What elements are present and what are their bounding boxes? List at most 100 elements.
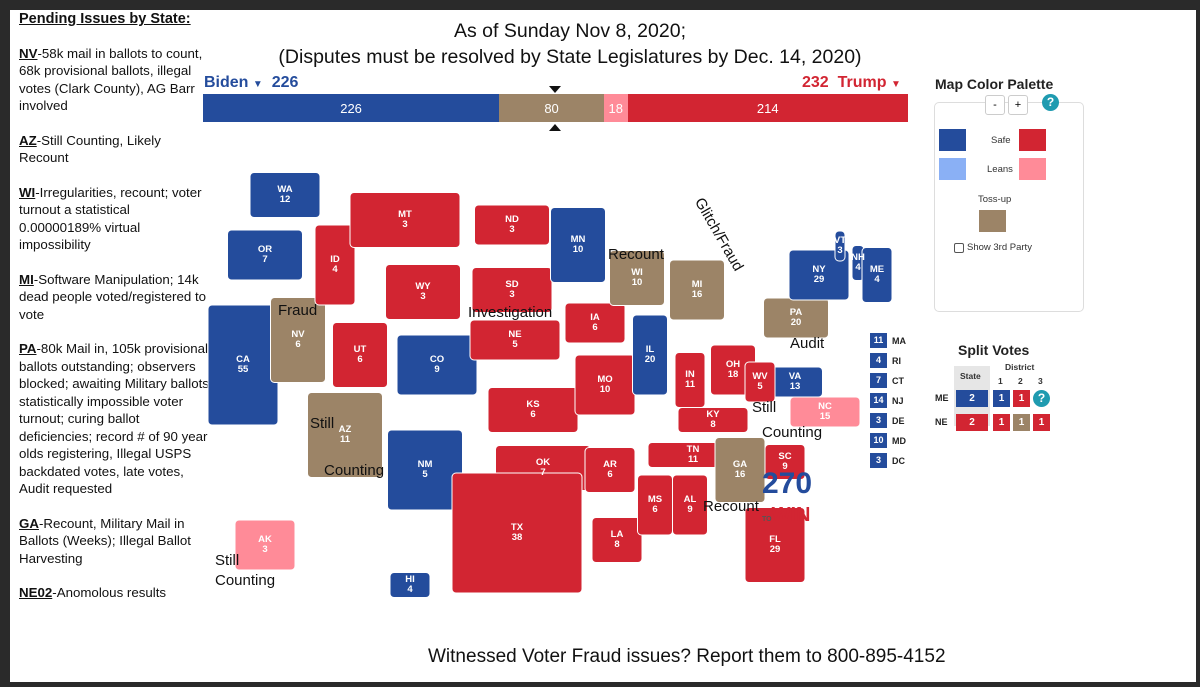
caret-down-icon: ▼ [890,79,901,90]
caret-down-icon: ▼ [252,79,263,90]
split-district[interactable]: 1 [1033,414,1050,431]
lean-rep-swatch[interactable] [1019,158,1046,180]
state-ia[interactable] [564,302,626,344]
state-ne[interactable] [469,319,561,361]
biden-selector[interactable]: Biden ▼ 226 [204,74,298,92]
bar-segment: 226 [203,94,500,122]
state-mn[interactable] [550,207,606,283]
state-hi[interactable] [389,572,431,598]
safe-dem-swatch[interactable] [939,129,966,151]
state-nd[interactable] [474,204,550,246]
state-label: HI 4 [405,574,415,595]
state-label: GA 16 [732,459,748,480]
small-state-md[interactable]: 10 MD [870,433,906,448]
state-id[interactable] [314,224,356,306]
state-label: MN 10 [570,234,586,255]
marker-down-icon [549,86,561,93]
issue-ne02: NE02-Anomolous results [19,585,167,600]
state-nv[interactable] [270,297,326,383]
small-state-de[interactable]: 3 DE [870,413,905,428]
state-la[interactable] [591,517,643,563]
title-line-2: (Disputes must be resolved by State Legi… [278,46,862,68]
state-wi[interactable] [609,250,665,306]
state-label: IL 20 [644,344,656,365]
split-district[interactable]: 1 [993,390,1010,407]
state-ut[interactable] [332,322,388,388]
state-il[interactable] [632,314,668,396]
state-label: AK 3 [258,534,272,555]
state-az[interactable] [307,392,383,478]
state-label: MO 10 [597,374,613,395]
state-nm[interactable] [387,429,463,511]
zoom-out-button[interactable]: - [985,95,1005,115]
show-3rd-party-checkbox[interactable]: Show 3rd Party [954,242,1032,253]
small-state-ri[interactable]: 4 RI [870,353,901,368]
small-state-ma[interactable]: 11 MA [870,333,906,348]
state-me[interactable] [861,247,893,303]
state-label: MT 3 [398,209,412,230]
state-wa[interactable] [249,172,321,218]
state-or[interactable] [227,229,303,281]
trump-selector[interactable]: 232 Trump ▼ [802,74,901,92]
state-label: KY 8 [706,409,720,430]
state-label: NY 29 [812,264,826,285]
state-al[interactable] [672,474,708,536]
state-co[interactable] [396,334,478,396]
state-label: NM 5 [417,459,433,480]
color-palette-panel: - + ? Safe Leans Toss-up Show 3rd Party [934,94,1084,312]
annotation: Fraud [278,302,318,319]
split-district[interactable]: 1 [993,414,1010,431]
small-state-nj[interactable]: 14 NJ [870,393,904,408]
split-row-state: ME [935,393,949,403]
palette-title: Map Color Palette [935,76,1054,92]
state-ky[interactable] [677,407,749,433]
state-mt[interactable] [349,192,461,248]
state-nc[interactable] [789,396,861,428]
state-ak[interactable] [234,519,296,571]
district-number: 1 [998,376,1003,386]
help-icon[interactable]: ? [1033,390,1050,407]
state-wy[interactable] [385,264,461,320]
state-wv[interactable] [744,361,776,403]
bar-segment: 214 [627,94,908,122]
small-state-ct[interactable]: 7 CT [870,373,904,388]
pending-issues-heading: Pending Issues by State: [19,11,191,27]
state-label: TX 38 [510,522,524,543]
state-ar[interactable] [584,447,636,493]
state-label: KS 6 [526,399,540,420]
state-label: SC 9 [778,451,792,472]
issue-wi: WI-Irregularities, recount; voter turnou… [19,184,202,253]
270towin-logo: 270 TOWIN [762,467,813,527]
state-label: WY 3 [415,281,431,302]
help-icon[interactable]: ? [1042,94,1059,111]
state-label: CO 9 [429,354,445,375]
us-map[interactable] [10,10,1196,682]
safe-rep-swatch[interactable] [1019,129,1046,151]
split-state-total[interactable]: 2 [956,414,988,431]
state-label: NC 15 [818,401,832,422]
state-sc[interactable] [764,444,806,480]
split-district[interactable]: 1 [1013,390,1030,407]
state-label: ID 4 [330,254,340,275]
district-number: 3 [1038,376,1043,386]
annotation: Still [215,552,240,569]
zoom-in-button[interactable]: + [1008,95,1028,115]
split-state-total[interactable]: 2 [956,390,988,407]
state-label: WI 10 [631,267,643,288]
annotation: Still [310,415,335,432]
state-label: CA 55 [236,354,250,375]
trump-name: Trump [837,74,887,91]
tossup-swatch[interactable] [979,210,1006,232]
lean-dem-swatch[interactable] [939,158,966,180]
annotation: Audit [790,335,825,352]
state-label: UT 6 [353,344,367,365]
state-sd[interactable] [471,267,553,313]
state-mi[interactable] [669,259,725,321]
state-ny[interactable] [788,249,850,301]
state-tx[interactable] [451,472,583,594]
state-fl[interactable] [744,507,806,583]
small-state-dc[interactable]: 3 DC [870,453,905,468]
state-vt[interactable] [834,230,846,262]
split-district[interactable]: 1 [1013,414,1030,431]
state-label: LA 8 [610,529,624,550]
